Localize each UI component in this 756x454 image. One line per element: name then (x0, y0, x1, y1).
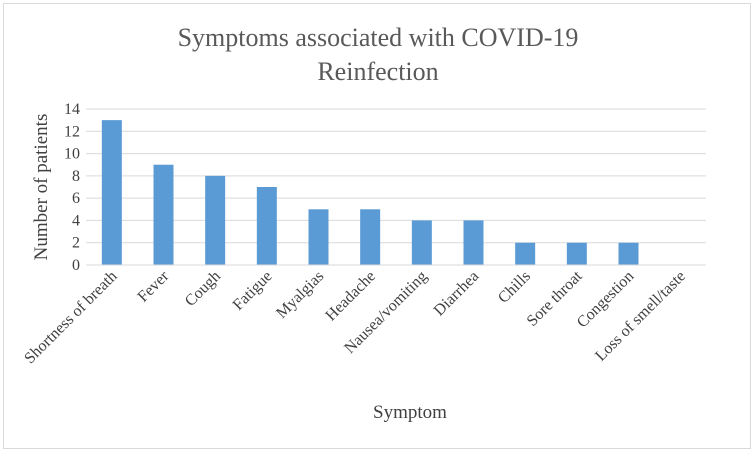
y-tick-label: 10 (64, 146, 80, 163)
y-tick-label: 8 (72, 168, 80, 185)
bar (205, 175, 226, 265)
y-tick-label: 4 (72, 212, 80, 229)
y-tick-label: 2 (72, 235, 80, 252)
x-tick-label: Diarrhea (431, 268, 483, 320)
bars (101, 120, 639, 266)
y-tick-label: 0 (72, 257, 80, 274)
gridlines (86, 108, 706, 244)
bar (256, 187, 277, 265)
chart-title-line-2: Reinfection (317, 57, 438, 86)
x-tick-label: Loss of smell/taste (592, 268, 689, 365)
y-axis-label: Number of patients (31, 114, 52, 261)
x-tick-label: Chills (495, 268, 534, 307)
bar (618, 242, 639, 265)
chart-title-line-1: Symptoms associated with COVID-19 (178, 23, 579, 52)
y-tick-label: 12 (64, 123, 80, 140)
y-tick-label: 6 (72, 190, 80, 207)
x-tick-label: Fatigue (230, 268, 276, 314)
x-axis-label: Symptom (373, 402, 447, 423)
bar (515, 242, 536, 265)
y-tick-label: 14 (64, 101, 80, 118)
bar (153, 164, 174, 265)
x-tick-label: Myalgias (273, 268, 327, 322)
bar (566, 242, 587, 265)
bar (308, 209, 329, 265)
bar (411, 220, 432, 265)
x-tick-label: Shortness of breath (21, 268, 120, 367)
x-axis-ticks: Shortness of breath Fever Cough FatigueMyal… (21, 267, 689, 367)
bar (360, 209, 381, 265)
bar (463, 220, 484, 265)
bar (101, 120, 122, 266)
y-axis-ticks: 0 2 4 6 8 10 12 14 (64, 101, 80, 274)
x-tick-label: Cough (182, 268, 224, 310)
x-tick-label: Fever (135, 267, 173, 305)
